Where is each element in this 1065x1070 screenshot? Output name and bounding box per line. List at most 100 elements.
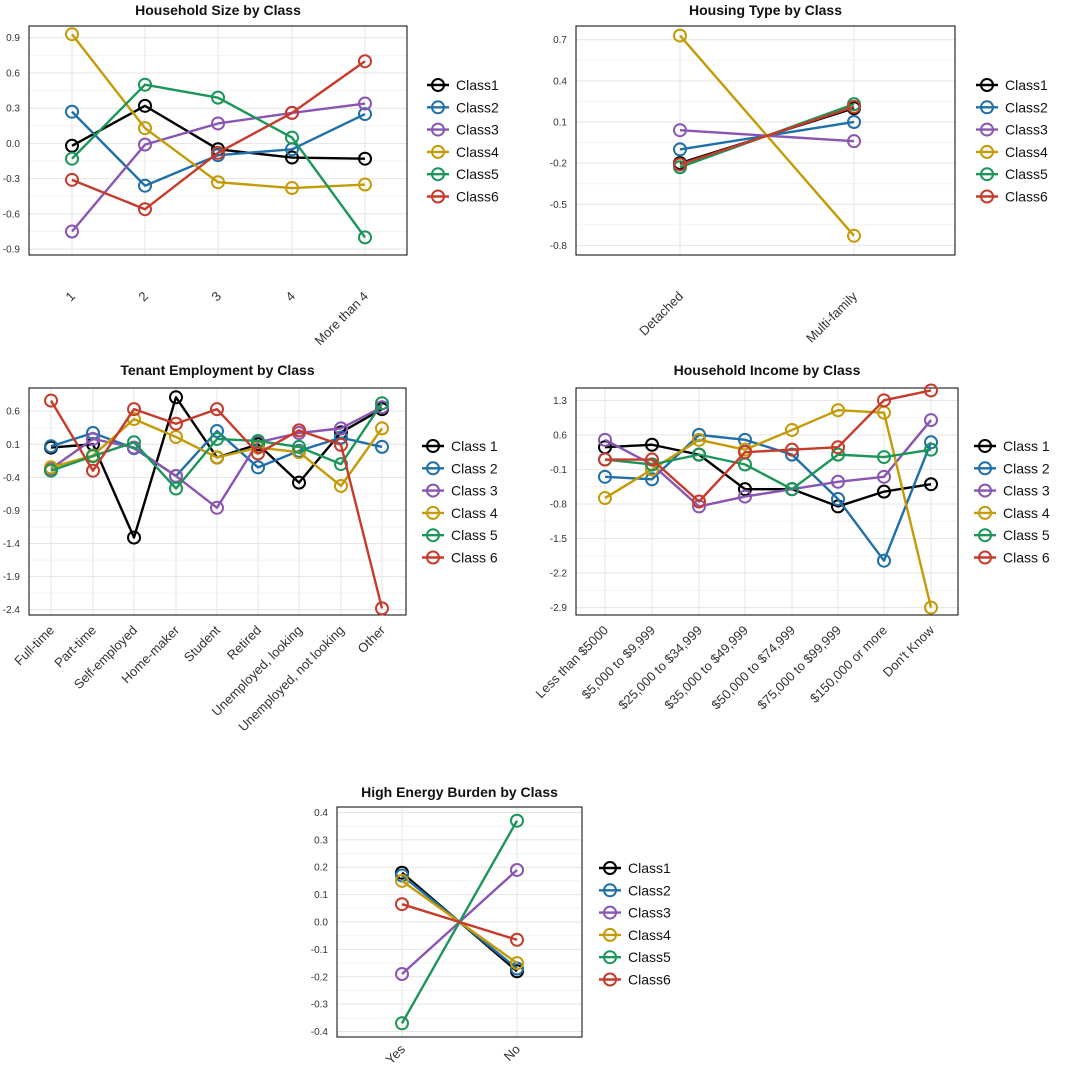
y-tick-label: -0.4 (311, 1027, 329, 1038)
chart-panel-1: Household Size by Class 0.9 0.6 0.3 0.0 -0.3 -… (3, 2, 499, 348)
plot-frame (575, 25, 956, 256)
x-tick-label: More than 4 (311, 289, 371, 349)
series-class4 (598, 403, 938, 615)
data-point (211, 116, 225, 131)
series-line (604, 448, 932, 491)
data-point (598, 452, 612, 467)
data-point (138, 178, 152, 193)
series-class6 (65, 54, 372, 217)
y-tick-label: 0.4 (314, 808, 328, 819)
legend-label: Class 4 (451, 505, 498, 521)
data-point (65, 151, 79, 166)
data-point (358, 151, 372, 166)
legend-key-marker (603, 905, 617, 920)
y-tick-label: -1.9 (3, 572, 21, 583)
data-point (358, 230, 372, 245)
legend-label: Class 4 (1003, 505, 1050, 521)
legend-key-marker (426, 528, 440, 543)
y-tick-label: 0.2 (314, 863, 328, 874)
series-line (71, 60, 366, 211)
plot-frame (575, 387, 959, 616)
data-point (44, 463, 58, 478)
legend-key-marker (603, 861, 617, 875)
legend-key-marker (426, 439, 440, 453)
chart-title: Household Size by Class (135, 2, 301, 18)
legend-label: Class3 (456, 122, 499, 138)
legend-label: Class2 (1005, 99, 1048, 115)
x-tick-label: 1 (62, 289, 78, 305)
legend-label: Class1 (1005, 77, 1048, 93)
chart-title: Tenant Employment by Class (120, 362, 314, 378)
legend-key-marker (978, 505, 992, 520)
data-point (924, 435, 938, 450)
legend: Class 1 Class 2 Class 3 Class 4 Class 5 Class… (974, 438, 1050, 566)
data-point (211, 145, 225, 160)
data-point (673, 28, 687, 43)
data-point (510, 956, 524, 971)
legend-key-marker (980, 189, 994, 204)
x-tick-label: Detached (636, 289, 686, 339)
series-line (71, 102, 366, 233)
y-tick-label: -0.9 (3, 245, 21, 256)
data-point (924, 383, 938, 398)
legend-label: Class 6 (1003, 550, 1050, 566)
data-point (334, 421, 348, 436)
series-class6 (598, 383, 938, 509)
data-point (831, 440, 845, 455)
data-point (65, 172, 79, 187)
data-point (358, 177, 372, 192)
legend-label: Class3 (1005, 122, 1048, 138)
data-point (358, 54, 372, 69)
legend: Class1 Class2 Class3 Class4 Class5 Class6 (976, 77, 1048, 205)
data-point (86, 449, 100, 464)
legend-key-marker (978, 483, 992, 498)
data-point (285, 150, 299, 165)
legend-key-marker (980, 122, 994, 137)
y-tick-label: 0.9 (6, 33, 20, 44)
data-point (211, 90, 225, 105)
data-point (510, 813, 524, 828)
y-tick-label: 0.6 (553, 430, 567, 441)
x-tick-label: Full-time (11, 623, 57, 669)
data-point (292, 475, 306, 490)
y-tick-label: -0.3 (311, 1000, 329, 1011)
legend-key-marker (978, 461, 992, 476)
data-point (285, 105, 299, 120)
data-point (645, 437, 659, 452)
legend-key-marker (978, 528, 992, 543)
legend-label: Class2 (456, 99, 499, 115)
chart-panel-5: High Energy Burden by Class 0.4 0.3 0.2 0.1 0… (311, 784, 671, 1067)
data-point (673, 142, 687, 157)
data-point (251, 460, 265, 475)
data-point (169, 416, 183, 431)
data-point (44, 439, 58, 454)
series-class2 (65, 104, 372, 193)
data-point (785, 482, 799, 497)
x-tick-label: Retired (224, 623, 264, 663)
y-tick-label: 0.1 (553, 117, 567, 128)
y-tick-label: -0.6 (3, 209, 21, 220)
data-point (138, 202, 152, 217)
legend-key-marker (978, 439, 992, 453)
data-point (847, 99, 861, 114)
y-tick-label: -0.8 (550, 241, 568, 252)
data-point (138, 77, 152, 92)
chart-panel-3: Tenant Employment by Class 0.6 0.1 -0.4 -0.9… (3, 362, 498, 734)
legend-label: Class 5 (451, 527, 498, 543)
legend-label: Class1 (456, 77, 499, 93)
data-point (395, 1016, 409, 1031)
y-tick-label: -0.4 (3, 473, 21, 484)
legend-key-marker (980, 167, 994, 182)
data-point (510, 932, 524, 947)
data-point (210, 402, 224, 417)
y-tick-label: -0.1 (550, 465, 568, 476)
data-point (169, 390, 183, 405)
data-point (375, 601, 389, 616)
series-line (49, 399, 384, 609)
legend-label: Class5 (456, 166, 499, 182)
legend-label: Class 6 (451, 550, 498, 566)
data-point (127, 435, 141, 450)
data-point (285, 130, 299, 145)
legend-key-marker (978, 550, 992, 565)
legend-key-marker (431, 122, 445, 137)
